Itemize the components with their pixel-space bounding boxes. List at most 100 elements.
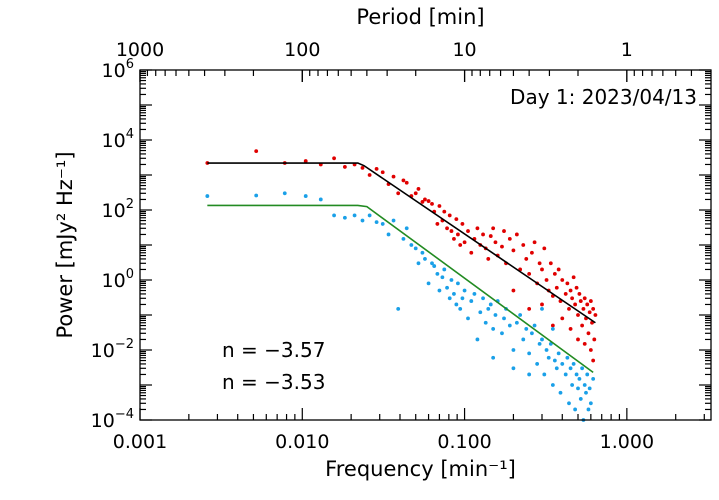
top-tick-label: 100 <box>284 39 320 61</box>
data-point-series-1 <box>570 383 575 387</box>
data-point-series-1 <box>591 376 596 381</box>
data-point-series-0 <box>491 226 496 231</box>
data-point-series-0 <box>580 323 585 328</box>
data-point-series-0 <box>420 200 425 204</box>
data-point-series-0 <box>544 278 549 282</box>
data-point-series-0 <box>582 296 587 301</box>
data-point-series-0 <box>592 337 597 342</box>
fit-line-series-2 <box>207 162 596 324</box>
data-point-series-1 <box>456 281 460 286</box>
data-point-series-1 <box>420 250 425 255</box>
data-point-series-1 <box>452 292 456 296</box>
data-point-series-1 <box>576 386 580 391</box>
data-point-series-0 <box>449 229 454 233</box>
data-point-series-1 <box>544 348 549 352</box>
top-tick-label: 1 <box>621 39 633 61</box>
data-point-series-0 <box>570 296 575 301</box>
x-tick-label: 1.000 <box>600 431 654 453</box>
data-point-series-0 <box>563 292 568 296</box>
data-point-series-1 <box>318 197 323 202</box>
data-point-series-1 <box>546 355 551 360</box>
data-point-series-0 <box>462 240 467 245</box>
y-tick-label: 104 <box>102 127 134 152</box>
tick-marks <box>139 69 711 421</box>
data-point-series-1 <box>507 323 512 328</box>
data-point-series-1 <box>537 341 542 346</box>
data-point-series-0 <box>396 191 401 196</box>
data-point-series-0 <box>581 306 586 311</box>
data-point-series-0 <box>458 243 463 247</box>
data-point-series-1 <box>380 222 385 226</box>
data-point-series-1 <box>416 261 421 266</box>
data-point-series-1 <box>587 386 592 391</box>
data-point-series-0 <box>591 306 596 311</box>
data-point-series-0 <box>511 248 516 253</box>
data-point-series-1 <box>360 218 365 223</box>
data-point-series-0 <box>437 204 442 208</box>
data-point-series-1 <box>491 327 496 331</box>
data-point-series-0 <box>380 170 385 175</box>
data-point-series-1 <box>500 331 504 336</box>
y-tick-label: 10−4 <box>91 407 134 432</box>
data-point-series-1 <box>535 362 540 366</box>
data-point-series-0 <box>576 313 580 317</box>
data-point-series-1 <box>483 320 488 325</box>
data-point-series-1 <box>527 372 532 377</box>
plot-marks <box>205 149 598 422</box>
data-point-series-0 <box>585 302 590 307</box>
x-axis-label: Frequency [min⁻¹] <box>325 457 516 481</box>
data-point-series-1 <box>563 372 568 377</box>
data-point-series-0 <box>514 232 519 237</box>
data-point-series-0 <box>577 292 582 296</box>
data-point-series-0 <box>469 250 474 255</box>
data-point-series-1 <box>440 275 445 280</box>
data-point-series-1 <box>413 246 418 251</box>
data-point-series-1 <box>550 383 555 387</box>
data-point-series-1 <box>493 313 498 317</box>
data-point-series-1 <box>445 285 449 290</box>
top-axis-label: Period [min] <box>356 5 484 29</box>
data-point-series-0 <box>576 337 580 342</box>
x-tick-label: 0.010 <box>275 431 329 453</box>
data-point-series-0 <box>488 234 493 238</box>
data-point-series-0 <box>413 191 418 196</box>
data-point-series-0 <box>537 261 542 266</box>
data-point-series-1 <box>540 306 544 311</box>
data-point-series-1 <box>511 348 516 352</box>
data-point-series-0 <box>416 187 421 191</box>
data-point-series-1 <box>550 327 555 331</box>
data-point-series-0 <box>552 271 557 276</box>
data-point-series-0 <box>556 267 561 272</box>
data-point-series-0 <box>588 299 593 303</box>
data-point-series-1 <box>449 278 454 282</box>
data-point-series-0 <box>502 229 506 233</box>
data-point-series-1 <box>571 362 576 366</box>
data-point-series-1 <box>426 281 431 286</box>
data-point-series-1 <box>530 331 534 336</box>
data-point-series-1 <box>527 351 532 356</box>
data-point-series-1 <box>432 264 437 268</box>
data-point-series-0 <box>500 244 504 249</box>
data-point-series-0 <box>332 156 336 161</box>
data-point-series-0 <box>542 246 547 251</box>
data-point-series-1 <box>554 366 559 371</box>
data-point-series-0 <box>507 236 512 241</box>
data-point-series-0 <box>587 310 592 315</box>
tick-labels: 0.001 0.010 0.100 1.000 1000 100 10 1 10−4 10−2 10… <box>91 39 654 453</box>
data-point-series-1 <box>469 299 474 303</box>
data-point-series-1 <box>454 302 459 307</box>
data-point-series-1 <box>552 358 557 363</box>
data-point-series-0 <box>560 316 565 321</box>
data-point-series-1 <box>518 313 523 317</box>
data-point-series-0 <box>573 302 578 307</box>
data-point-series-0 <box>593 313 598 317</box>
x-tick-label: 0.001 <box>113 431 167 453</box>
data-point-series-1 <box>560 362 565 366</box>
data-point-series-0 <box>530 250 534 255</box>
data-point-series-1 <box>556 351 561 356</box>
data-point-series-1 <box>423 257 427 261</box>
data-point-series-0 <box>568 327 573 331</box>
y-tick-label: 102 <box>102 197 134 222</box>
data-point-series-1 <box>342 215 347 220</box>
